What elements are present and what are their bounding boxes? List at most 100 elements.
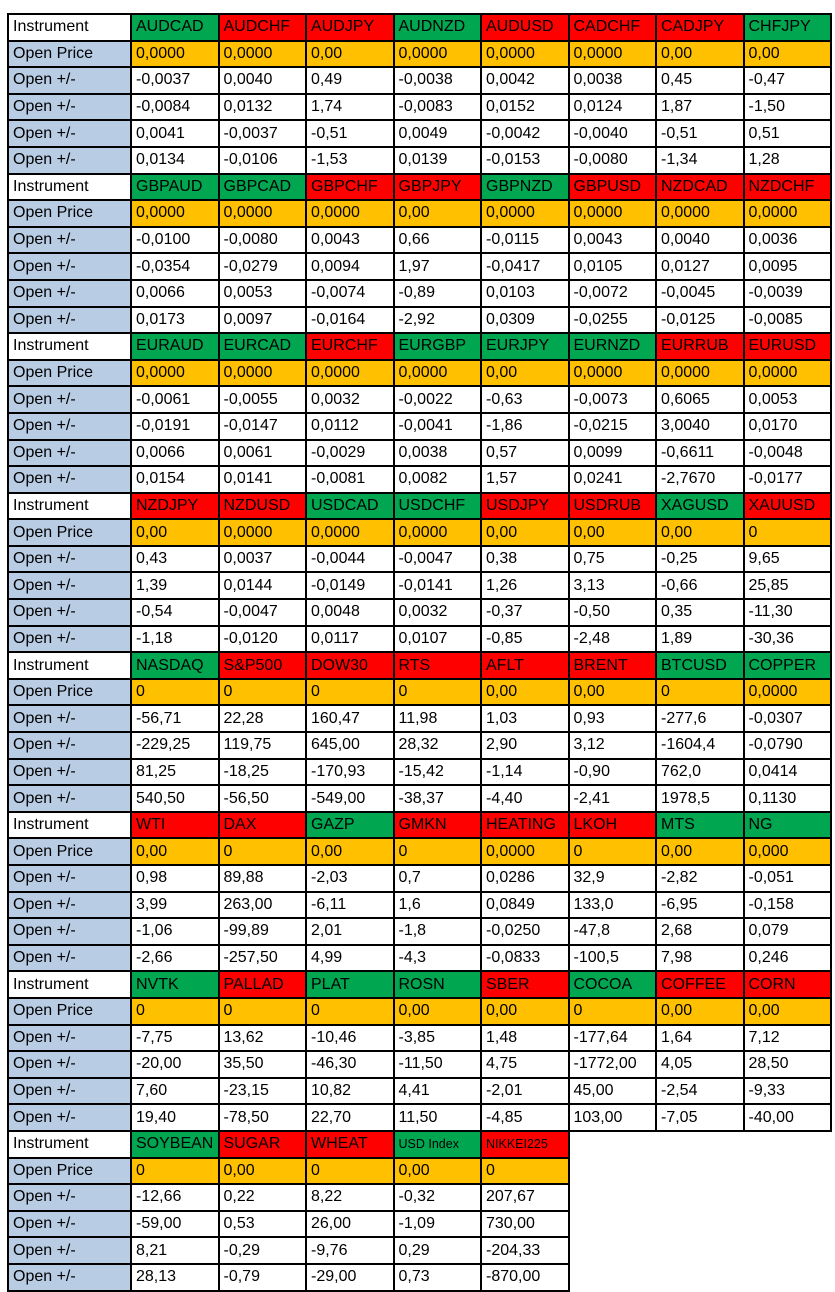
- instrument-name-cell[interactable]: S&P500: [217, 651, 307, 680]
- instrument-row-label-cell[interactable]: Instrument: [7, 491, 132, 521]
- open-change-value-cell[interactable]: -0,0061: [130, 385, 220, 414]
- open-change-value-cell[interactable]: 0,0152: [480, 92, 570, 122]
- instrument-name-cell[interactable]: NZDUSD: [217, 491, 307, 521]
- open-change-value-cell[interactable]: 0,0066: [130, 278, 220, 308]
- open-change-value-cell[interactable]: -6,95: [655, 890, 745, 920]
- open-change-row-label-cell[interactable]: Open +/-: [7, 465, 132, 494]
- open-change-row-label-cell[interactable]: Open +/-: [7, 1023, 132, 1053]
- instrument-name-cell[interactable]: EURCHF: [305, 332, 395, 361]
- instrument-name-cell[interactable]: GAZP: [305, 810, 395, 840]
- open-change-value-cell[interactable]: -0,54: [130, 598, 220, 627]
- open-change-value-cell[interactable]: 0,0173: [130, 305, 220, 335]
- open-price-value-cell[interactable]: 0,0000: [130, 358, 220, 388]
- open-change-value-cell[interactable]: 0,0105: [567, 252, 657, 281]
- open-change-value-cell[interactable]: 0,0038: [567, 66, 657, 95]
- open-change-value-cell[interactable]: -0,0833: [480, 943, 570, 973]
- open-change-value-cell[interactable]: -0,89: [392, 278, 482, 308]
- open-price-row-label-cell[interactable]: Open Price: [7, 358, 132, 388]
- open-price-value-cell[interactable]: 0,00: [742, 996, 832, 1026]
- open-price-value-cell[interactable]: 0,0000: [305, 358, 395, 388]
- open-change-value-cell[interactable]: -0,25: [655, 544, 745, 574]
- open-change-row-label-cell[interactable]: Open +/-: [7, 1209, 132, 1239]
- open-change-value-cell[interactable]: -1,14: [480, 757, 570, 787]
- open-change-row-label-cell[interactable]: Open +/-: [7, 119, 132, 148]
- open-change-value-cell[interactable]: -0,0022: [392, 385, 482, 414]
- open-price-row-label-cell[interactable]: Open Price: [7, 837, 132, 866]
- open-change-value-cell[interactable]: 26,00: [305, 1209, 395, 1239]
- open-change-value-cell[interactable]: -0,66: [655, 571, 745, 601]
- open-price-value-cell[interactable]: 0,00: [480, 996, 570, 1026]
- open-change-value-cell[interactable]: -46,30: [305, 1050, 395, 1079]
- open-change-value-cell[interactable]: -78,50: [217, 1103, 307, 1132]
- open-change-value-cell[interactable]: -1,18: [130, 624, 220, 654]
- instrument-name-cell[interactable]: BRENT: [567, 651, 657, 680]
- open-change-value-cell[interactable]: -2,66: [130, 943, 220, 973]
- open-change-value-cell[interactable]: -7,05: [655, 1103, 745, 1132]
- open-change-value-cell[interactable]: 1,97: [392, 252, 482, 281]
- instrument-name-cell[interactable]: CADCHF: [567, 13, 657, 42]
- open-change-value-cell[interactable]: 0,0154: [130, 465, 220, 494]
- open-change-value-cell[interactable]: -229,25: [130, 731, 220, 760]
- open-change-value-cell[interactable]: -0,0085: [742, 305, 832, 335]
- instrument-name-cell[interactable]: USDJPY: [480, 491, 570, 521]
- instrument-row-label-cell[interactable]: Instrument: [7, 1129, 132, 1159]
- open-change-value-cell[interactable]: 2,01: [305, 917, 395, 946]
- instrument-name-cell[interactable]: NZDCAD: [655, 172, 745, 202]
- open-change-value-cell[interactable]: -0,0084: [130, 92, 220, 122]
- open-change-value-cell[interactable]: -0,0191: [130, 411, 220, 441]
- open-change-value-cell[interactable]: 1,74: [305, 92, 395, 122]
- open-change-value-cell[interactable]: 25,85: [742, 571, 832, 601]
- open-change-value-cell[interactable]: -4,3: [392, 943, 482, 973]
- open-change-value-cell[interactable]: 89,88: [217, 864, 307, 893]
- open-change-value-cell[interactable]: 0,0117: [305, 624, 395, 654]
- open-change-value-cell[interactable]: -0,32: [392, 1183, 482, 1212]
- open-change-value-cell[interactable]: -257,50: [217, 943, 307, 973]
- open-change-value-cell[interactable]: -0,0037: [217, 119, 307, 148]
- open-change-value-cell[interactable]: 1,87: [655, 92, 745, 122]
- open-price-value-cell[interactable]: 0,0000: [655, 199, 745, 228]
- instrument-name-cell[interactable]: USDCAD: [305, 491, 395, 521]
- open-change-value-cell[interactable]: 0,0144: [217, 571, 307, 601]
- open-price-value-cell[interactable]: 0: [567, 996, 657, 1026]
- open-change-value-cell[interactable]: 45,00: [567, 1076, 657, 1106]
- open-change-value-cell[interactable]: 0,0095: [742, 252, 832, 281]
- open-price-value-cell[interactable]: 0: [305, 677, 395, 707]
- instrument-name-cell[interactable]: WHEAT: [305, 1129, 395, 1159]
- instrument-name-cell[interactable]: GBPAUD: [130, 172, 220, 202]
- instrument-name-cell[interactable]: EURNZD: [567, 332, 657, 361]
- open-change-value-cell[interactable]: -0,0045: [655, 278, 745, 308]
- open-change-row-label-cell[interactable]: Open +/-: [7, 624, 132, 654]
- open-price-value-cell[interactable]: 0,00: [305, 837, 395, 866]
- open-change-value-cell[interactable]: 4,41: [392, 1076, 482, 1106]
- instrument-name-cell[interactable]: NVTK: [130, 970, 220, 999]
- open-change-value-cell[interactable]: -2,54: [655, 1076, 745, 1106]
- open-price-value-cell[interactable]: 0: [480, 1156, 570, 1186]
- open-price-value-cell[interactable]: 0: [392, 677, 482, 707]
- instrument-name-cell[interactable]: NIKKEI225: [480, 1129, 570, 1159]
- open-change-value-cell[interactable]: -0,158: [742, 890, 832, 920]
- open-change-value-cell[interactable]: 0,0061: [217, 438, 307, 468]
- open-change-value-cell[interactable]: -0,0072: [567, 278, 657, 308]
- open-change-value-cell[interactable]: -0,0042: [480, 119, 570, 148]
- open-change-row-label-cell[interactable]: Open +/-: [7, 1103, 132, 1132]
- open-change-row-label-cell[interactable]: Open +/-: [7, 704, 132, 734]
- open-change-value-cell[interactable]: -9,33: [742, 1076, 832, 1106]
- open-change-value-cell[interactable]: 0,0053: [742, 385, 832, 414]
- open-change-value-cell[interactable]: 4,05: [655, 1050, 745, 1079]
- open-change-value-cell[interactable]: -0,0153: [480, 145, 570, 175]
- open-price-value-cell[interactable]: 0: [217, 837, 307, 866]
- open-change-value-cell[interactable]: -0,0147: [217, 411, 307, 441]
- open-change-value-cell[interactable]: 0,0038: [392, 438, 482, 468]
- instrument-name-cell[interactable]: PLAT: [305, 970, 395, 999]
- open-change-row-label-cell[interactable]: Open +/-: [7, 1183, 132, 1212]
- open-change-value-cell[interactable]: -0,37: [480, 598, 570, 627]
- open-change-row-label-cell[interactable]: Open +/-: [7, 92, 132, 122]
- open-change-value-cell[interactable]: 0,246: [742, 943, 832, 973]
- open-change-row-label-cell[interactable]: Open +/-: [7, 943, 132, 973]
- open-change-value-cell[interactable]: 10,82: [305, 1076, 395, 1106]
- open-change-value-cell[interactable]: -0,0255: [567, 305, 657, 335]
- open-change-row-label-cell[interactable]: Open +/-: [7, 784, 132, 813]
- open-change-value-cell[interactable]: -0,90: [567, 757, 657, 787]
- open-change-row-label-cell[interactable]: Open +/-: [7, 385, 132, 414]
- instrument-name-cell[interactable]: XAGUSD: [655, 491, 745, 521]
